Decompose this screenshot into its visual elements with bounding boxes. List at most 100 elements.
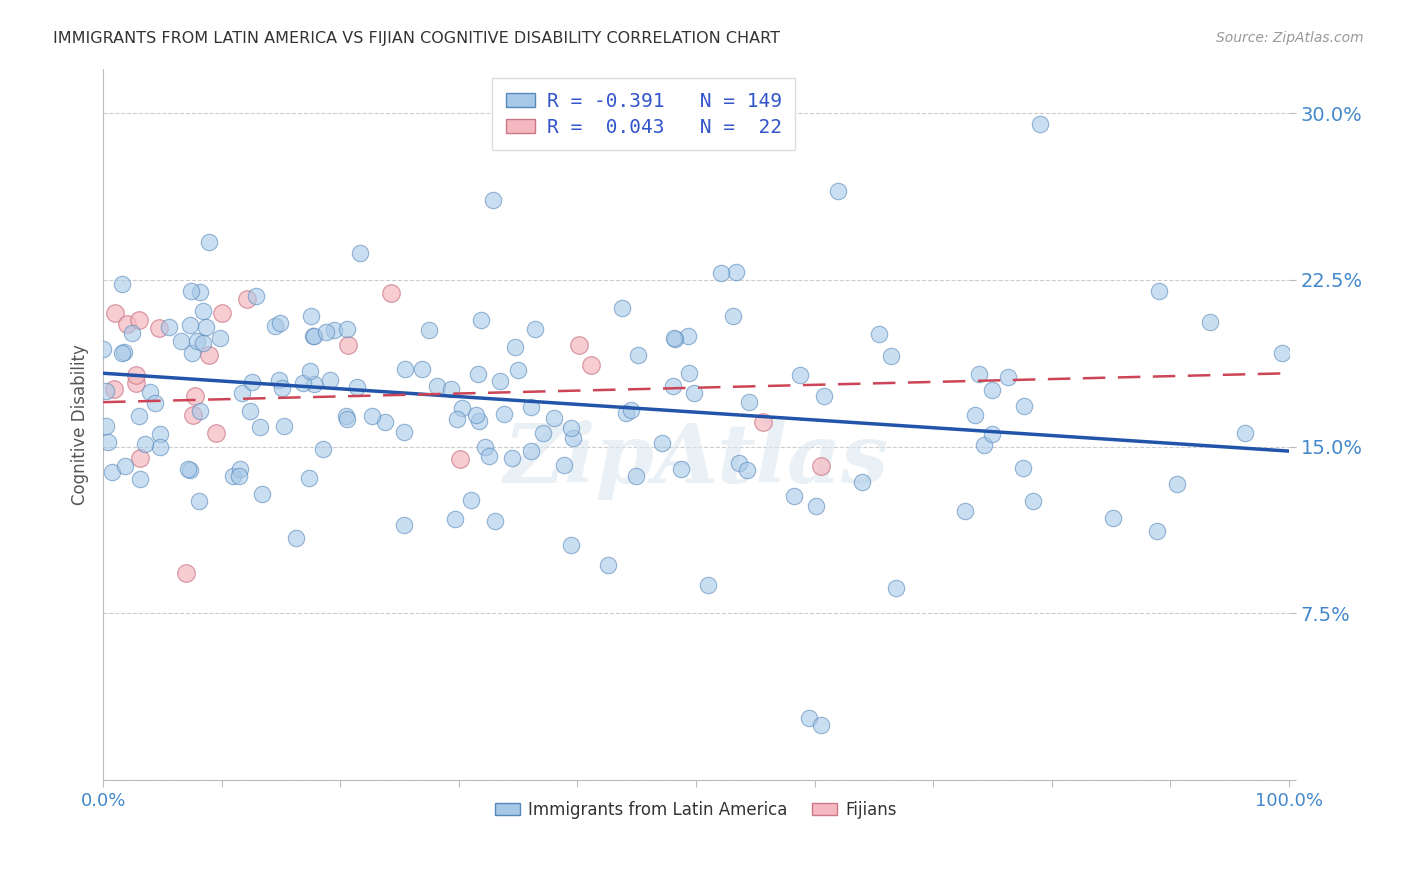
Point	[501, 451, 523, 466]
Point	[651, 436, 673, 450]
Point	[963, 408, 986, 422]
Point	[128, 450, 150, 465]
Point	[813, 388, 835, 402]
Point	[1029, 117, 1052, 131]
Point	[195, 319, 218, 334]
Point	[451, 401, 474, 416]
Legend: Immigrants from Latin America, Fijians: Immigrants from Latin America, Fijians	[488, 794, 904, 825]
Point	[121, 326, 143, 341]
Point	[157, 319, 180, 334]
Point	[180, 284, 202, 298]
Point	[211, 306, 233, 320]
Point	[735, 462, 758, 476]
Point	[474, 440, 496, 454]
Point	[263, 319, 285, 334]
Point	[1012, 460, 1035, 475]
Point	[186, 334, 208, 348]
Point	[111, 345, 134, 359]
Point	[94, 384, 117, 398]
Point	[128, 409, 150, 424]
Text: Source: ZipAtlas.com: Source: ZipAtlas.com	[1216, 31, 1364, 45]
Y-axis label: Cognitive Disability: Cognitive Disability	[72, 344, 89, 505]
Point	[236, 292, 259, 306]
Point	[179, 463, 201, 477]
Point	[346, 379, 368, 393]
Point	[97, 434, 120, 449]
Point	[797, 711, 820, 725]
Point	[520, 443, 543, 458]
Point	[560, 538, 582, 552]
Point	[664, 332, 686, 346]
Point	[446, 412, 468, 426]
Point	[392, 425, 415, 439]
Point	[449, 451, 471, 466]
Point	[208, 331, 231, 345]
Point	[187, 494, 209, 508]
Point	[737, 394, 759, 409]
Point	[298, 470, 321, 484]
Point	[103, 382, 125, 396]
Point	[661, 378, 683, 392]
Point	[188, 285, 211, 299]
Point	[418, 323, 440, 337]
Point	[470, 313, 492, 327]
Point	[1101, 511, 1123, 525]
Point	[727, 456, 749, 470]
Point	[184, 389, 207, 403]
Point	[174, 566, 197, 581]
Point	[239, 404, 262, 418]
Point	[143, 396, 166, 410]
Point	[581, 358, 603, 372]
Point	[484, 514, 506, 528]
Point	[149, 440, 172, 454]
Point	[440, 382, 463, 396]
Point	[789, 368, 811, 382]
Point	[205, 425, 228, 440]
Point	[524, 322, 547, 336]
Point	[868, 327, 890, 342]
Point	[322, 323, 344, 337]
Point	[125, 368, 148, 383]
Point	[626, 469, 648, 483]
Point	[682, 386, 704, 401]
Point	[349, 245, 371, 260]
Point	[980, 383, 1002, 397]
Point	[614, 406, 637, 420]
Point	[560, 421, 582, 435]
Point	[134, 437, 156, 451]
Point	[1012, 399, 1035, 413]
Point	[222, 468, 245, 483]
Point	[723, 309, 745, 323]
Point	[242, 375, 264, 389]
Point	[112, 344, 135, 359]
Point	[752, 415, 775, 429]
Point	[318, 373, 340, 387]
Point	[188, 404, 211, 418]
Point	[128, 472, 150, 486]
Point	[1233, 426, 1256, 441]
Point	[228, 461, 250, 475]
Point	[520, 401, 543, 415]
Point	[115, 318, 138, 332]
Point	[361, 409, 384, 423]
Point	[193, 336, 215, 351]
Point	[249, 420, 271, 434]
Point	[337, 338, 360, 352]
Point	[827, 184, 849, 198]
Point	[183, 408, 205, 422]
Point	[492, 407, 515, 421]
Point	[508, 362, 530, 376]
Point	[804, 499, 827, 513]
Point	[955, 503, 977, 517]
Point	[336, 322, 359, 336]
Point	[269, 316, 291, 330]
Point	[465, 408, 488, 422]
Point	[610, 301, 633, 316]
Point	[193, 304, 215, 318]
Point	[810, 717, 832, 731]
Point	[179, 318, 201, 333]
Point	[678, 366, 700, 380]
Point	[531, 426, 554, 441]
Point	[284, 531, 307, 545]
Point	[93, 343, 115, 357]
